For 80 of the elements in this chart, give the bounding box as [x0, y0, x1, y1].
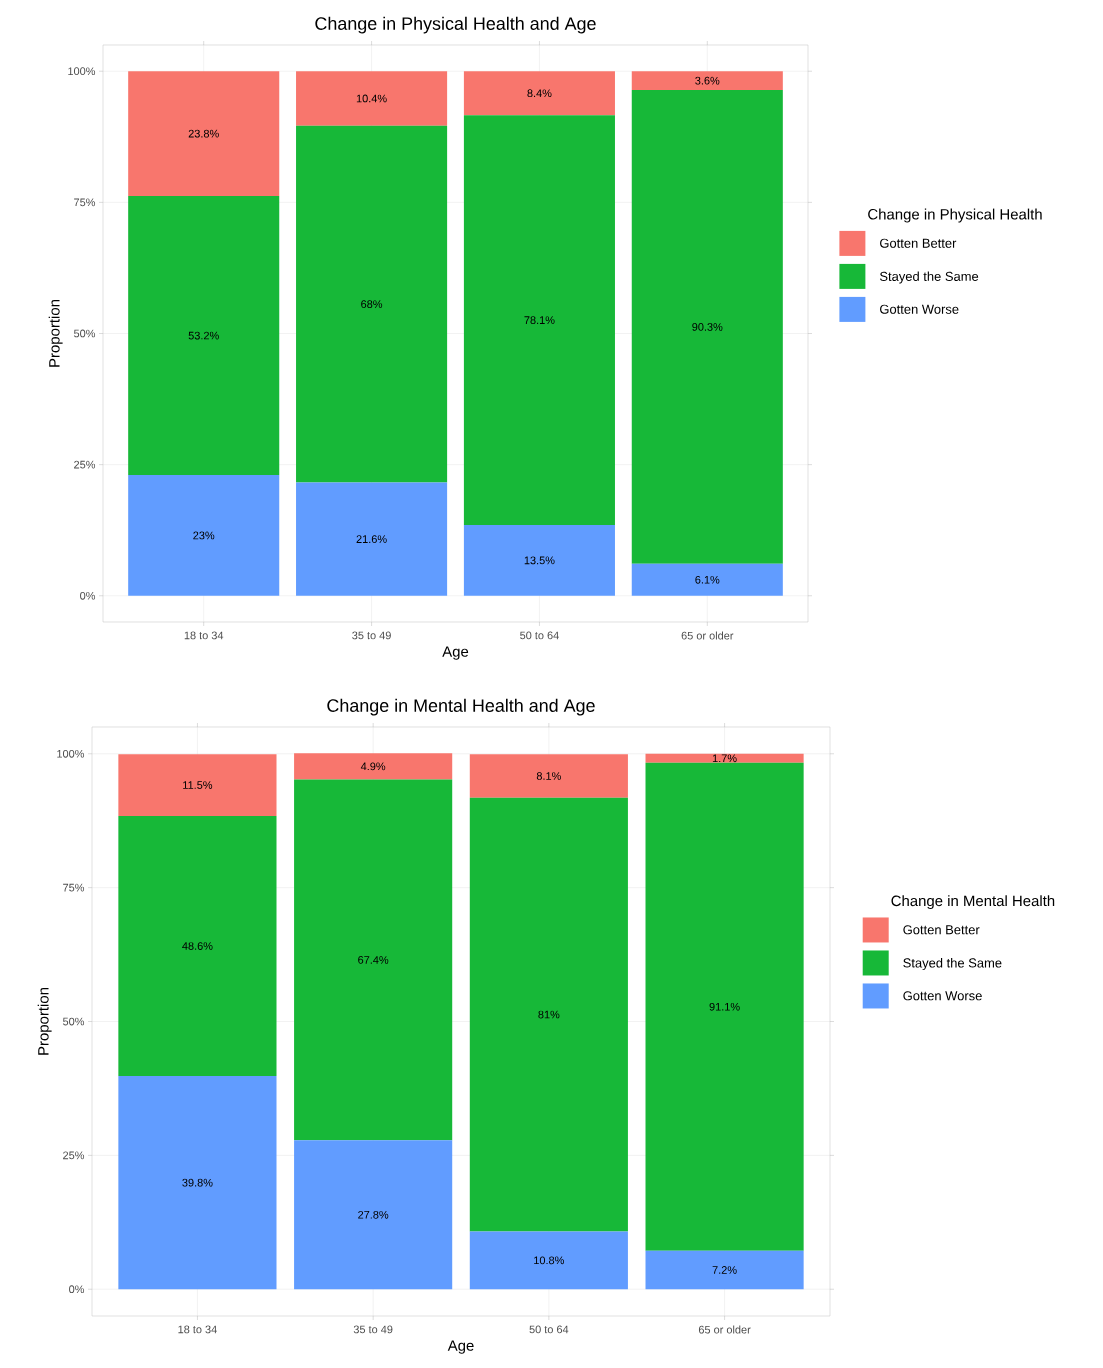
- data-label: 8.1%: [536, 772, 561, 780]
- bar: [296, 71, 448, 126]
- x-tick-label: 65 or older: [698, 1325, 751, 1334]
- legend-title: Change in Physical Health: [868, 208, 1042, 223]
- y-tick-label: 50%: [73, 329, 96, 338]
- data-label: 91.1%: [709, 1002, 740, 1011]
- bar: [463, 524, 615, 596]
- bar: [631, 563, 783, 596]
- data-label: 23%: [193, 531, 215, 540]
- y-tick-label: 75%: [74, 198, 96, 207]
- data-label: 68%: [361, 300, 383, 308]
- data-label: 7.2%: [712, 1266, 737, 1274]
- bar: [463, 71, 615, 116]
- bar: [469, 1231, 628, 1290]
- y-tick-label: 0%: [69, 1285, 85, 1294]
- bar: [469, 797, 628, 1232]
- bar: [631, 71, 783, 91]
- legend-label: Gotten Worse: [880, 304, 959, 314]
- y-axis-title: Proportion: [48, 299, 63, 367]
- bar: [118, 1076, 277, 1290]
- y-tick-label: 75%: [63, 883, 85, 892]
- y-tick-label: 25%: [74, 460, 96, 469]
- bar: [294, 753, 453, 780]
- legend-label: Stayed the Same: [903, 958, 1002, 971]
- x-tick-label: 65 or older: [681, 631, 734, 640]
- bar: [128, 475, 280, 596]
- data-label: 8.4%: [527, 89, 552, 98]
- data-label: 39.8%: [182, 1178, 213, 1187]
- legend-label: Gotten Better: [903, 925, 980, 935]
- y-tick-label: 25%: [63, 1151, 85, 1160]
- legend-label: Stayed the Same: [879, 271, 979, 284]
- data-label: 4.9%: [360, 762, 386, 771]
- chart-title: Change in Mental Health and Age: [327, 698, 595, 716]
- legend-label: Gotten Worse: [903, 991, 982, 1001]
- data-label: 10.8%: [534, 1256, 564, 1265]
- bar: [296, 482, 448, 596]
- x-tick-label: 18 to 34: [178, 1325, 217, 1334]
- y-tick-label: 0%: [80, 591, 96, 600]
- y-axis-title: Proportion: [37, 988, 52, 1055]
- bar: [128, 196, 280, 476]
- legend-title: Change in Mental Health: [891, 895, 1055, 910]
- bar: [118, 754, 277, 816]
- x-tick-label: 35 to 49: [353, 1325, 393, 1334]
- bar: [645, 1250, 804, 1290]
- data-label: 78.1%: [524, 316, 555, 324]
- x-tick-label: 35 to 49: [352, 631, 391, 640]
- bar: [294, 1140, 453, 1290]
- bar: [469, 754, 628, 798]
- data-label: 67.4%: [358, 956, 389, 964]
- data-label: 81%: [538, 1010, 560, 1019]
- x-axis-title: Age: [442, 646, 469, 660]
- bar: [118, 815, 277, 1077]
- bar: [294, 779, 453, 1141]
- data-label: 10.4%: [356, 94, 387, 103]
- x-axis-title: Age: [447, 1340, 474, 1354]
- data-label: 53.2%: [188, 331, 219, 340]
- x-tick-label: 50 to 64: [529, 1325, 569, 1334]
- data-label: 90.3%: [692, 323, 723, 331]
- x-tick-label: 18 to 34: [184, 631, 224, 640]
- data-label: 27.8%: [358, 1210, 389, 1219]
- bar: [463, 115, 615, 525]
- chart-title: Change in Physical Health and Age: [315, 16, 596, 34]
- data-label: 6.1%: [695, 575, 720, 584]
- y-tick-label: 100%: [57, 749, 85, 758]
- data-label: 13.5%: [524, 556, 555, 565]
- y-tick-label: 50%: [62, 1017, 85, 1026]
- bar: [128, 71, 280, 197]
- bar: [296, 125, 448, 483]
- bar: [645, 762, 804, 1251]
- legend-label: Gotten Better: [880, 238, 957, 248]
- data-label: 11.5%: [183, 781, 213, 789]
- x-tick-label: 50 to 64: [520, 631, 559, 640]
- bar: [645, 753, 804, 763]
- data-label: 21.6%: [356, 535, 387, 543]
- data-label: 23.8%: [188, 129, 219, 138]
- y-tick-label: 100%: [68, 67, 96, 76]
- bar: [631, 90, 783, 564]
- data-label: 3.6%: [695, 76, 720, 85]
- data-label: 48.6%: [182, 942, 213, 950]
- data-label: 1.7%: [712, 754, 737, 763]
